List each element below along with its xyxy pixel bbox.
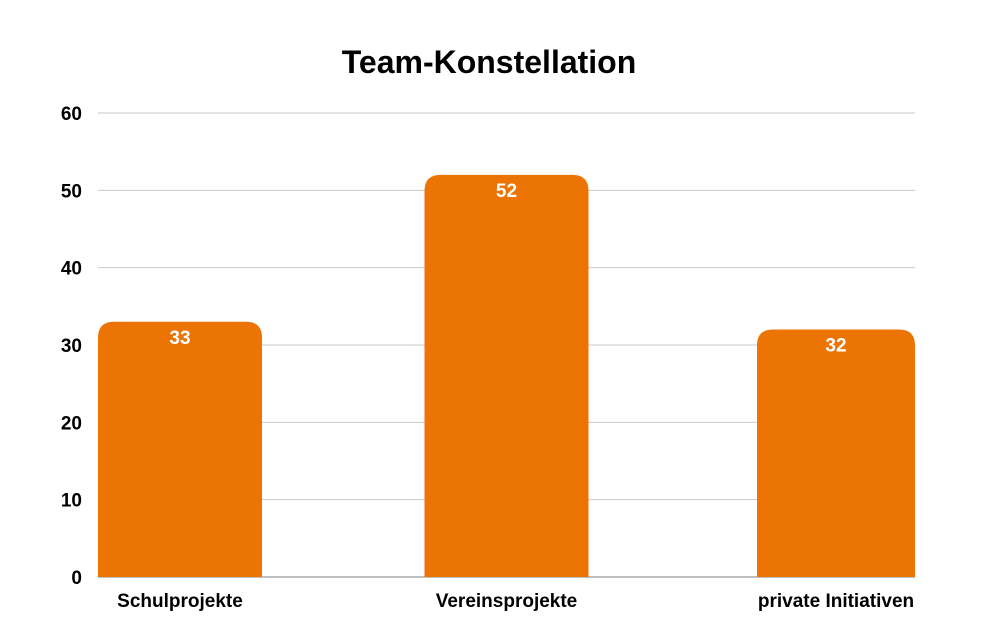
- bar-private-initiativen: [757, 329, 915, 577]
- y-tick-label: 60: [61, 104, 82, 125]
- x-axis-category-labels: Schulprojekte Vereinsprojekte private Init…: [117, 591, 914, 612]
- y-tick-label: 10: [61, 491, 82, 512]
- chart-title: Team-Konstellation: [342, 44, 637, 80]
- bar-schulprojekte: [98, 321, 262, 577]
- category-label: Schulprojekte: [117, 591, 243, 612]
- bars: [98, 174, 915, 577]
- data-label: 33: [169, 328, 190, 349]
- y-tick-label: 20: [61, 413, 82, 434]
- data-labels: 33 52 32: [169, 181, 846, 357]
- y-tick-label: 30: [61, 336, 82, 357]
- data-label: 52: [496, 181, 517, 202]
- y-tick-label: 50: [61, 181, 82, 202]
- category-label: Vereinsprojekte: [436, 591, 578, 612]
- y-tick-label: 40: [61, 259, 82, 280]
- data-label: 32: [825, 336, 846, 357]
- category-label: private Initiativen: [758, 591, 914, 612]
- y-tick-label: 0: [71, 568, 82, 589]
- bar-vereinsprojekte: [424, 174, 589, 577]
- y-axis-tick-labels: 0 10 20 30 40 50 60: [61, 104, 82, 589]
